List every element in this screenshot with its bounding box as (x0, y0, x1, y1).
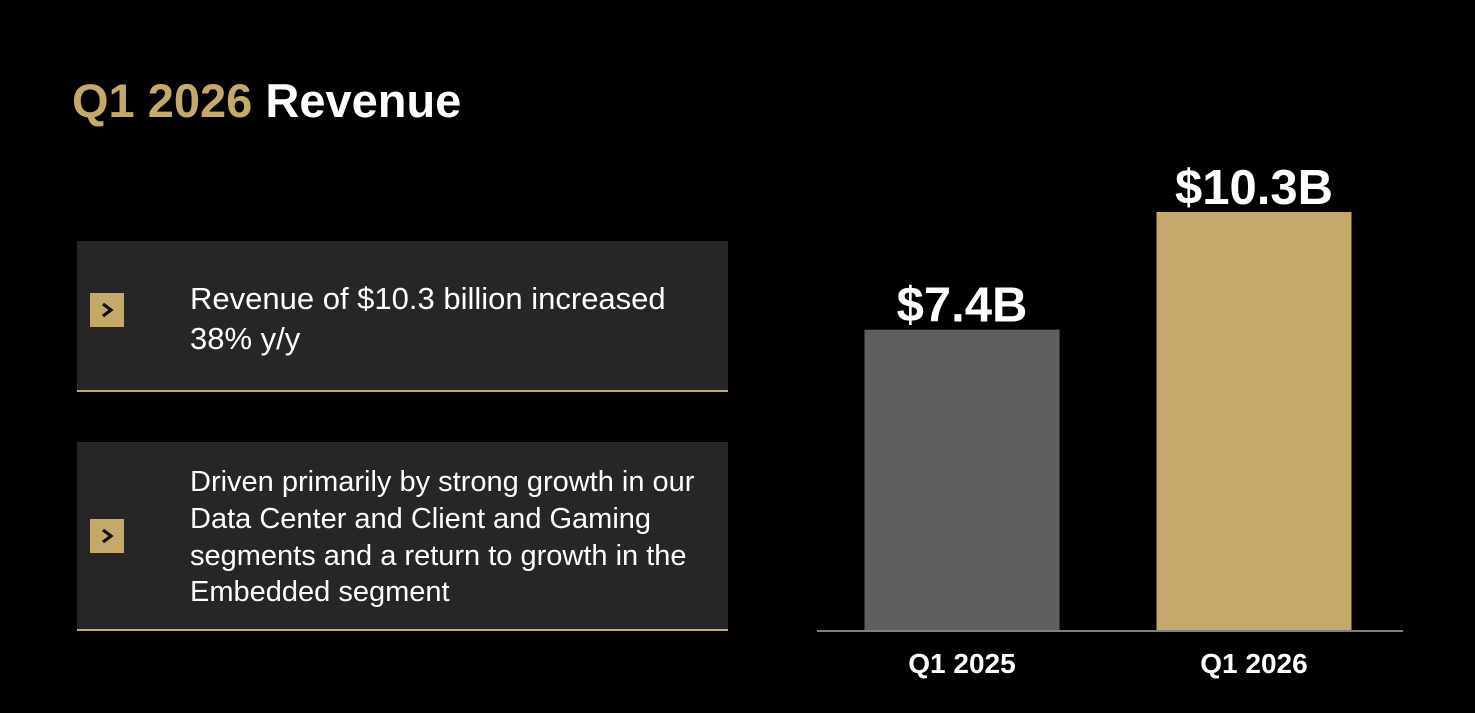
highlight-card-revenue: Revenue of $10.3 billion increased 38% y… (77, 241, 728, 392)
chart-canvas: $7.4B Q1 2025 $10.3B Q1 2026 (817, 161, 1403, 679)
bar-q1-2025 (864, 329, 1060, 630)
revenue-bar-chart: $7.4B Q1 2025 $10.3B Q1 2026 (800, 150, 1420, 690)
chevron-right-icon (90, 519, 124, 553)
x-tick-label-q1-2026: Q1 2026 (1200, 648, 1307, 679)
card-text: Revenue of $10.3 billion increased 38% y… (190, 281, 666, 357)
chevron-right-icon (90, 293, 124, 327)
title-period: Q1 2026 (72, 74, 253, 127)
card-text: Driven primarily by strong growth in our… (190, 466, 695, 609)
data-label-q1-2025: $7.4B (897, 279, 1028, 333)
highlight-card-drivers: Driven primarily by strong growth in our… (77, 442, 728, 631)
bar-q1-2026 (1156, 212, 1352, 630)
data-label-q1-2026: $10.3B (1175, 161, 1333, 215)
x-tick-label-q1-2025: Q1 2025 (908, 648, 1015, 679)
title-metric: Revenue (252, 74, 462, 127)
page-title: Q1 2026 Revenue (72, 74, 461, 128)
